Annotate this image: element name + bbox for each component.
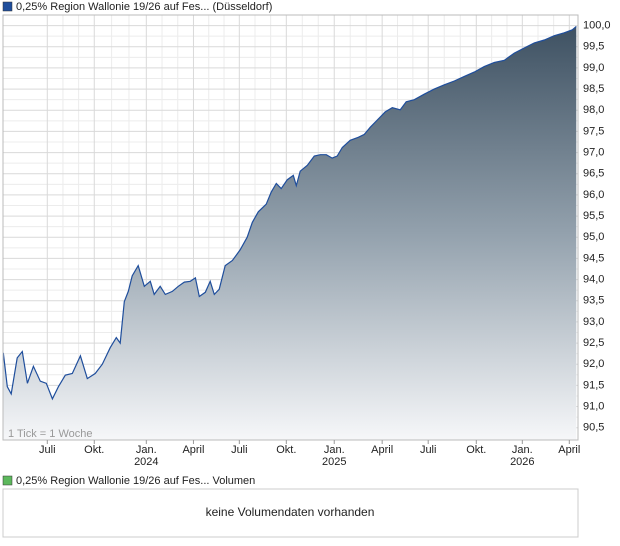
x-tick-label: Jan. (512, 444, 533, 456)
x-tick-label: April (182, 444, 204, 456)
y-tick-label: 98,5 (583, 83, 604, 95)
x-tick-label: April (371, 444, 393, 456)
y-tick-label: 98,0 (583, 104, 604, 116)
legend-swatch (2, 1, 13, 12)
volume-legend-label: 0,25% Region Wallonie 19/26 auf Fes... V… (16, 475, 255, 487)
x-tick-label: Okt. (466, 444, 486, 456)
plot-frame (2, 14, 579, 441)
y-tick-label: 94,0 (583, 273, 604, 285)
y-tick-label: 99,5 (583, 41, 604, 53)
y-tick-label: 92,5 (583, 337, 604, 349)
y-tick-label: 96,5 (583, 168, 604, 180)
y-tick-label: 95,5 (583, 210, 604, 222)
y-tick-label: 94,5 (583, 252, 604, 264)
x-tick-label: Okt. (276, 444, 296, 456)
y-tick-label: 99,0 (583, 62, 604, 74)
x-tick-year: 2026 (510, 456, 534, 468)
line (2, 25, 577, 401)
y-tick-label: 91,5 (583, 379, 604, 391)
x-tick-label: Jan. (324, 444, 345, 456)
x-tick-year: 2025 (322, 456, 346, 468)
volume-legend-swatch (2, 475, 13, 486)
x-tick-label: Juli (231, 444, 248, 456)
volume-box (2, 488, 579, 538)
x-tick-label: Okt. (84, 444, 104, 456)
x-tick-label: Jan. (136, 444, 157, 456)
x-tick-year: 2024 (134, 456, 158, 468)
y-tick-label: 97,5 (583, 125, 604, 137)
y-tick-label: 92,0 (583, 358, 604, 370)
tick-note: 1 Tick = 1 Woche (8, 428, 92, 440)
area (3, 26, 577, 441)
y-tick-label: 97,0 (583, 146, 604, 158)
y-tick-label: 93,5 (583, 295, 604, 307)
y-tick-label: 93,0 (583, 316, 604, 328)
y-tick-label: 96,0 (583, 189, 604, 201)
y-tick-label: 95,0 (583, 231, 604, 243)
volume-message: keine Volumendaten vorhanden (206, 505, 375, 519)
x-tick-label: Juli (39, 444, 56, 456)
legend-label: 0,25% Region Wallonie 19/26 auf Fes... (… (16, 1, 272, 13)
y-tick-label: 91,0 (583, 400, 604, 412)
x-tick-label: April (558, 444, 580, 456)
x-tick-label: Juli (420, 444, 437, 456)
y-tick-label: 100,0 (583, 19, 611, 31)
y-tick-label: 90,5 (583, 422, 604, 434)
